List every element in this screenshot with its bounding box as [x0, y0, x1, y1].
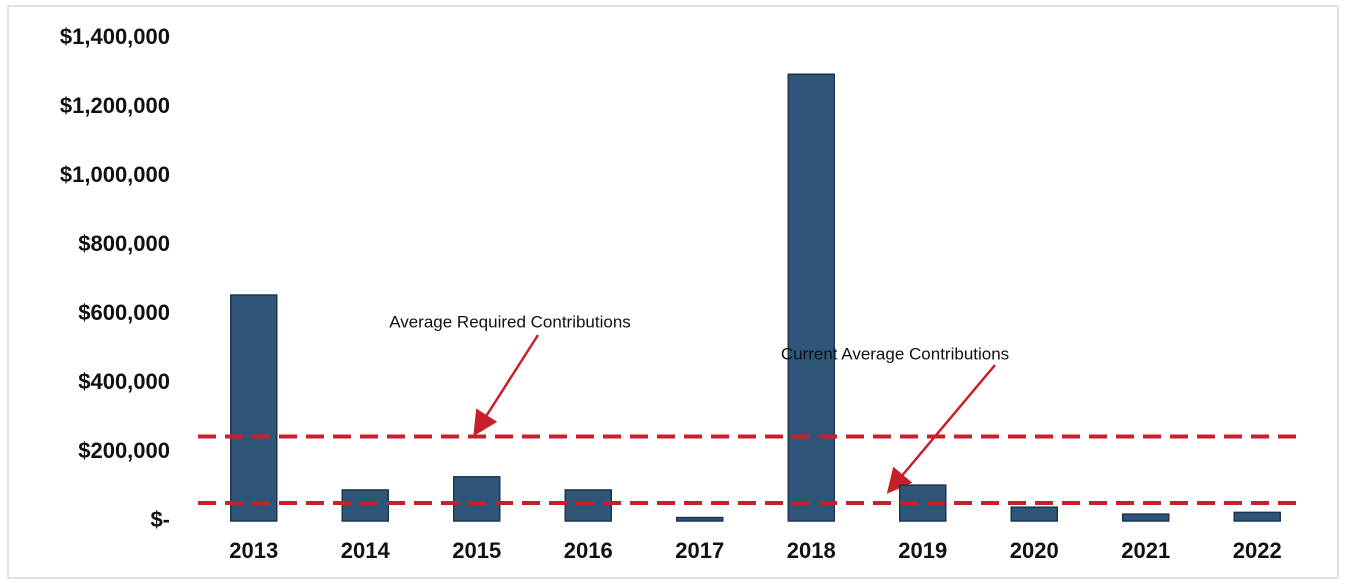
bar	[787, 73, 835, 522]
y-tick-label: $-	[150, 507, 170, 532]
bar	[1233, 511, 1281, 522]
x-tick-label: 2018	[787, 538, 836, 563]
x-tick-label: 2019	[898, 538, 947, 563]
annotation: Current Average Contributions	[781, 344, 1009, 363]
arrow	[473, 334, 540, 437]
bar	[564, 489, 612, 522]
y-tick-label: $1,400,000	[60, 24, 170, 49]
x-tick-label: 2022	[1233, 538, 1282, 563]
x-tick-label: 2015	[452, 538, 501, 563]
chart-frame	[7, 5, 1339, 579]
bar	[341, 489, 389, 522]
x-tick-label: 2021	[1121, 538, 1170, 563]
x-tick-label: 2017	[675, 538, 724, 563]
bar	[1122, 513, 1170, 522]
y-tick-label: $600,000	[78, 300, 170, 325]
y-tick-label: $200,000	[78, 438, 170, 463]
x-tick-label: 2020	[1010, 538, 1059, 563]
bar	[676, 516, 724, 522]
y-tick-label: $1,000,000	[60, 162, 170, 187]
x-tick-label: 2013	[229, 538, 278, 563]
arrow	[886, 364, 996, 494]
bar	[230, 294, 278, 522]
y-tick-label: $400,000	[78, 369, 170, 394]
bar	[1010, 506, 1058, 522]
y-tick-label: $1,200,000	[60, 93, 170, 118]
annotation: Average Required Contributions	[389, 312, 631, 331]
bar	[453, 476, 501, 522]
x-tick-label: 2016	[564, 538, 613, 563]
x-tick-label: 2014	[341, 538, 391, 563]
y-tick-label: $800,000	[78, 231, 170, 256]
